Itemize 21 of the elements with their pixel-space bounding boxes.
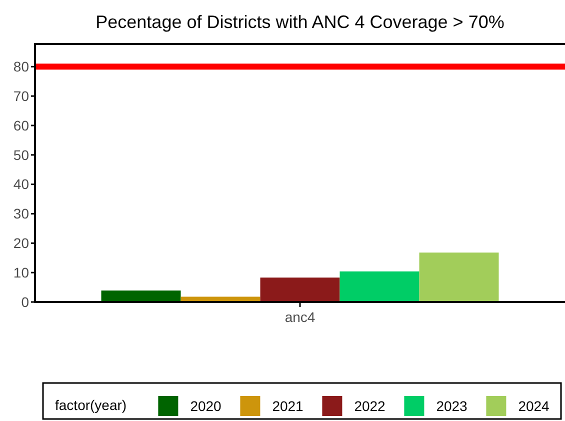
bar <box>340 271 420 302</box>
legend-label: 2021 <box>272 398 304 414</box>
legend-label: 2023 <box>436 398 468 414</box>
y-tick-label: 40 <box>13 176 30 192</box>
bar <box>101 290 181 302</box>
y-tick-label: 0 <box>21 294 30 310</box>
legend-title: factor(year) <box>55 397 127 413</box>
legend-label: 2022 <box>354 398 386 414</box>
y-tick-label: 30 <box>13 206 30 222</box>
y-tick-label: 10 <box>13 264 30 280</box>
x-tick-label: anc4 <box>284 309 316 325</box>
bar <box>260 278 340 302</box>
legend-label: 2024 <box>518 398 550 414</box>
y-tick-label: 50 <box>13 146 30 163</box>
y-tick-label: 20 <box>13 235 30 252</box>
chart-title: Pecentage of Districts with ANC 4 Coverage > 70% <box>96 12 504 32</box>
y-tick-label: 70 <box>13 88 30 104</box>
y-tick-label: 60 <box>13 117 30 134</box>
bar <box>419 252 499 302</box>
y-tick-label: 80 <box>13 58 30 75</box>
legend-label: 2020 <box>190 398 222 414</box>
